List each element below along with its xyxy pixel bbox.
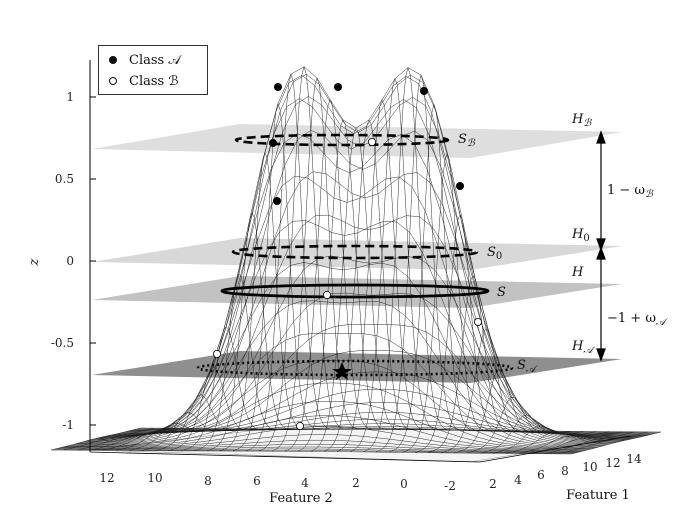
mesh-line-50 bbox=[107, 214, 628, 441]
z-tick-label: 0.5 bbox=[55, 172, 74, 186]
feature2-tick-label: 2 bbox=[352, 476, 360, 490]
feature2-tick-label: 6 bbox=[253, 474, 261, 488]
mesh-line-54 bbox=[111, 292, 632, 440]
feature2-tick-label: 12 bbox=[99, 471, 114, 485]
star-marker bbox=[332, 362, 352, 380]
level-set-sb bbox=[234, 133, 450, 147]
feature1-tick-label: 12 bbox=[605, 456, 620, 470]
class-a-point bbox=[456, 182, 464, 190]
plane-ha-label: H𝒜 bbox=[571, 339, 596, 356]
class-b-point bbox=[295, 421, 304, 430]
legend: Class 𝒜 Class ℬ bbox=[98, 45, 208, 95]
class-a-point bbox=[274, 83, 282, 91]
mesh-line-56 bbox=[113, 324, 635, 439]
level-set-s bbox=[220, 283, 490, 299]
upper-interval-label: 1 − ωℬ bbox=[607, 183, 654, 200]
mesh-line-51 bbox=[375, 74, 467, 453]
mesh-line-46 bbox=[102, 130, 623, 442]
feature1-tick-label: 8 bbox=[561, 464, 569, 478]
level-set-s0-label: S0 bbox=[487, 245, 502, 262]
legend-label-class-b: Class ℬ bbox=[129, 73, 179, 89]
legend-item-class-b: Class ℬ bbox=[109, 72, 179, 90]
z-tick-label: 0 bbox=[66, 254, 74, 268]
mesh-line-73 bbox=[518, 431, 610, 454]
feature2-tick-label: -2 bbox=[444, 479, 456, 493]
plane-h0 bbox=[92, 238, 622, 270]
feature2-tick-label: 0 bbox=[400, 477, 408, 491]
filled-circle-icon bbox=[109, 56, 117, 64]
z-axis-label: z bbox=[27, 258, 42, 266]
mesh-line-69 bbox=[492, 425, 584, 454]
mesh-line-48 bbox=[104, 171, 626, 441]
feature1-tick-label: 6 bbox=[537, 468, 545, 482]
feature1-axis-line bbox=[479, 435, 631, 463]
level-set-sb-label: Sℬ bbox=[458, 132, 476, 149]
level-set-s-label: S bbox=[497, 285, 506, 300]
mesh-line-47 bbox=[349, 77, 441, 453]
feature1-axis-label: Feature 1 bbox=[566, 488, 630, 503]
plane-hb bbox=[92, 124, 622, 158]
feature1-tick-label: 4 bbox=[514, 473, 522, 487]
class-a-point bbox=[273, 197, 281, 205]
plane-h-label: H bbox=[571, 265, 584, 280]
mesh-line-80 bbox=[140, 427, 662, 433]
feature1-tick-label: 14 bbox=[626, 452, 642, 466]
feature2-axis-label: Feature 2 bbox=[269, 491, 333, 506]
legend-label-class-a: Class 𝒜 bbox=[129, 52, 181, 68]
class-a-point bbox=[420, 87, 428, 95]
mesh-line-77 bbox=[544, 431, 636, 455]
mesh-line-57 bbox=[414, 213, 506, 453]
class-a-points bbox=[269, 83, 464, 205]
class-a-point bbox=[269, 139, 277, 147]
class-a-point bbox=[334, 83, 342, 91]
mesh-line-55 bbox=[401, 153, 493, 453]
class-b-points bbox=[212, 137, 482, 430]
feature2-tick-label: 8 bbox=[204, 474, 212, 488]
level-set-sa-label: S𝒜 bbox=[517, 358, 539, 375]
level-set-s0 bbox=[231, 244, 479, 260]
legend-item-class-a: Class 𝒜 bbox=[109, 51, 181, 69]
z-axis-ticks bbox=[90, 96, 96, 426]
mesh-line-52 bbox=[109, 255, 630, 440]
class-b-point bbox=[212, 349, 221, 358]
feature2-tick-label: 10 bbox=[147, 471, 162, 485]
mesh-line-59 bbox=[427, 275, 519, 453]
mesh-line-75 bbox=[531, 431, 623, 454]
upper-interval-arrow bbox=[596, 130, 606, 252]
level-set-sa bbox=[196, 359, 514, 377]
z-tick-label: -0.5 bbox=[51, 336, 74, 350]
feature2-tick-label: 4 bbox=[301, 476, 309, 490]
plane-h0-label: H0 bbox=[571, 227, 590, 244]
feature1-tick-label: 2 bbox=[489, 477, 497, 491]
class-b-point bbox=[367, 137, 376, 146]
mesh-line-53 bbox=[388, 103, 480, 453]
mesh-line-72 bbox=[131, 426, 653, 435]
plane-ha bbox=[92, 351, 622, 383]
mesh-line-81 bbox=[570, 431, 662, 455]
class-b-point bbox=[473, 317, 482, 326]
lower-interval-arrow bbox=[596, 246, 606, 362]
feature2-axis-line bbox=[89, 451, 481, 463]
plane-hb-label: Hℬ bbox=[571, 112, 592, 129]
class-b-point bbox=[322, 290, 331, 299]
mesh-line-45 bbox=[336, 99, 428, 452]
mesh-surface bbox=[50, 65, 662, 455]
z-tick-label: 1 bbox=[66, 90, 74, 104]
z-tick-label: -1 bbox=[62, 418, 74, 432]
feature1-tick-label: 10 bbox=[582, 460, 597, 474]
mesh-line-74 bbox=[134, 428, 655, 434]
mesh-line-79 bbox=[557, 431, 649, 455]
mesh-line-49 bbox=[362, 66, 454, 453]
hollow-circle-icon bbox=[109, 77, 117, 85]
lower-interval-label: −1 + ω𝒜 bbox=[607, 311, 669, 328]
plane-h bbox=[92, 276, 622, 308]
